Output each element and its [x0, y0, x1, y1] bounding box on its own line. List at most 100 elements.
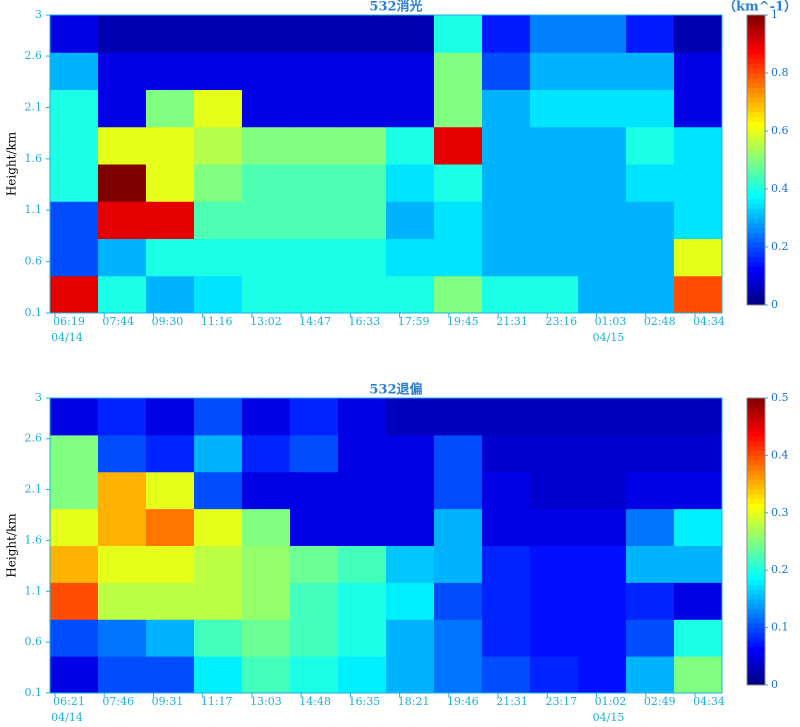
colorbar-segment [747, 665, 765, 672]
colorbar-segment [747, 87, 765, 93]
y-tick-label: 1.1 [25, 584, 43, 597]
heat-cell [290, 434, 339, 473]
heat-cell [626, 656, 675, 694]
heat-cell [626, 275, 675, 314]
heat-cell [50, 52, 99, 90]
heat-cell [386, 89, 435, 128]
colorbar-segment [747, 421, 765, 428]
heat-cell [626, 471, 675, 510]
x-tick-label: 02:49 [644, 695, 676, 708]
heat-cell [50, 656, 99, 694]
colorbar-segment [747, 536, 765, 542]
heat-cell [242, 201, 291, 239]
heat-cell [338, 15, 387, 53]
heat-cell [50, 275, 99, 314]
heat-cell [434, 398, 483, 436]
heat-cell [338, 582, 387, 620]
x-tick-label: 23:16 [545, 315, 577, 328]
colorbar-tick-label: 0.4 [771, 448, 789, 461]
heat-cell [146, 201, 195, 239]
heat-cell [626, 89, 675, 128]
colorbar-segment [747, 145, 765, 151]
y-tick-label: 1.6 [25, 152, 43, 165]
heat-cell [50, 582, 99, 620]
heat-cell [194, 52, 243, 90]
heat-cell [530, 471, 579, 510]
colorbar-segment [747, 469, 765, 476]
heat-cell [146, 471, 195, 510]
date-label: 04/14 [51, 331, 83, 344]
heat-cell [674, 164, 723, 202]
colorbar-frame [746, 397, 766, 686]
heat-cell [674, 398, 723, 436]
colorbar-segment [747, 517, 765, 523]
heat-cell [578, 238, 627, 277]
colorbar-tick-label: 1 [771, 8, 778, 21]
heat-cell [482, 471, 531, 510]
colorbar-segment [747, 208, 765, 214]
heat-cell [194, 656, 243, 694]
x-tick-label: 19:45 [447, 315, 479, 328]
heat-cell [674, 471, 723, 510]
heat-cell [194, 508, 243, 546]
colorbar-segment [747, 512, 765, 519]
y-tick-label: 2.1 [25, 100, 43, 113]
colorbar-segment [747, 584, 765, 590]
heat-cell [626, 164, 675, 202]
x-tick-label: 07:44 [102, 315, 134, 328]
heat-cell [434, 545, 483, 583]
heat-cell [290, 89, 339, 128]
plot-frame [49, 397, 723, 694]
x-tick-label: 11:16 [201, 315, 233, 328]
colorbar-segment [747, 290, 765, 296]
heat-cell [194, 398, 243, 436]
heat-cell [98, 201, 147, 239]
heat-cell [482, 275, 531, 314]
heat-cell [98, 582, 147, 620]
heat-cell [194, 275, 243, 314]
heat-cell [674, 582, 723, 620]
heat-cell [386, 471, 435, 510]
colorbar-segment [747, 189, 765, 195]
colorbar-segment [747, 227, 765, 233]
heat-cell [386, 15, 435, 53]
x-tick-label: 21:31 [496, 695, 528, 708]
colorbar-segment [747, 474, 765, 480]
x-tick-label: 06:19 [53, 315, 85, 328]
colorbar-segment [747, 527, 765, 533]
heat-cell [338, 656, 387, 694]
heat-cell [50, 238, 99, 277]
heat-cell [530, 434, 579, 473]
x-tick-label: 23:17 [545, 695, 577, 708]
heat-cell [338, 471, 387, 510]
heat-cell [578, 15, 627, 53]
colorbar-segment [747, 82, 765, 88]
heat-cell [482, 619, 531, 657]
heat-cell [578, 201, 627, 239]
heat-cell [146, 89, 195, 128]
heat-cell [242, 545, 291, 583]
heat-cell [482, 582, 531, 620]
y-tick-label: 0.1 [25, 686, 43, 699]
colorbar-segment [747, 169, 765, 175]
heat-cell [146, 164, 195, 202]
heat-cell [434, 89, 483, 128]
y-axis-label: Height/km [5, 131, 19, 196]
colorbar-segment [747, 594, 765, 600]
x-tick-label: 09:31 [152, 695, 184, 708]
heat-cell [242, 508, 291, 546]
heat-cell [242, 275, 291, 314]
heat-cell [194, 238, 243, 277]
y-tick-label: 0.6 [25, 635, 43, 648]
heat-cell [98, 508, 147, 546]
heat-cell [578, 582, 627, 620]
colorbar-segment [747, 598, 765, 605]
heat-cell [674, 545, 723, 583]
colorbar-segment [747, 622, 765, 629]
heat-cell [530, 15, 579, 53]
x-tick-label: 14:48 [299, 695, 331, 708]
heat-cell [530, 275, 579, 314]
y-tick-label: 1.6 [25, 533, 43, 546]
heat-cell [146, 508, 195, 546]
colorbar-segment [747, 261, 765, 267]
